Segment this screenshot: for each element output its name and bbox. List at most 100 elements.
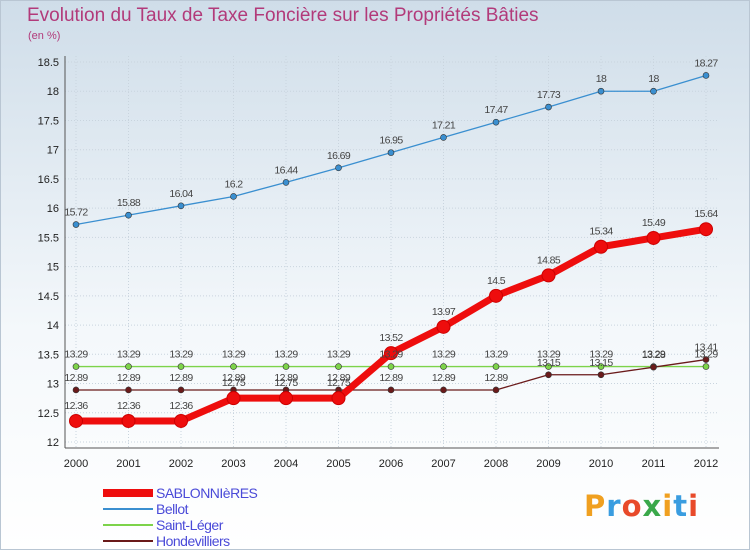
data-label-saint-l-ger: 13.29 [274, 349, 298, 361]
y-tick-label: 17.5 [38, 115, 59, 127]
data-label-hondevilliers: 12.89 [64, 372, 88, 384]
data-label-hondevilliers: 12.89 [484, 372, 508, 384]
data-point-bellot [440, 134, 447, 141]
data-label-sablonni-res: 13.97 [432, 306, 456, 318]
data-point-hondevilliers [387, 386, 395, 394]
legend-label-hondevilliers: Hondevilliers [156, 533, 230, 549]
data-point-hondevilliers [702, 356, 710, 363]
data-label-saint-l-ger: 13.29 [327, 349, 351, 361]
y-tick-label: 15 [47, 262, 59, 274]
data-point-sablonni-res [226, 391, 241, 406]
data-label-saint-l-ger: 13.29 [694, 349, 718, 361]
data-point-saint-l-ger [230, 363, 237, 370]
data-point-bellot [335, 164, 342, 172]
data-label-hondevilliers: 13.28 [642, 349, 666, 361]
data-point-hondevilliers [125, 386, 132, 394]
y-tick-label: 14.5 [38, 291, 59, 303]
data-point-saint-l-ger [545, 363, 552, 370]
data-point-sablonni-res [436, 319, 451, 334]
data-point-sablonni-res [594, 239, 608, 254]
x-tick-label: 2001 [116, 458, 140, 470]
data-label-saint-l-ger: 13.29 [222, 349, 246, 361]
data-label-hondevilliers: 13.15 [589, 357, 613, 369]
legend-swatch-hondevilliers [103, 540, 153, 542]
x-tick-label: 2009 [536, 458, 560, 470]
data-label-sablonni-res: 15.34 [589, 226, 613, 238]
data-label-saint-l-ger: 13.29 [117, 349, 141, 361]
data-point-saint-l-ger [125, 363, 132, 370]
data-point-saint-l-ger [440, 363, 447, 370]
data-point-saint-l-ger [387, 363, 395, 370]
x-tick-label: 2012 [694, 458, 718, 470]
grid-layer [65, 56, 719, 448]
data-label-hondevilliers: 12.89 [327, 372, 351, 384]
data-label-bellot: 17.73 [537, 89, 561, 101]
data-label-sablonni-res: 14.85 [537, 254, 561, 266]
data-label-sablonni-res: 12.75 [274, 377, 298, 389]
legend-swatch-bellot [103, 508, 153, 510]
data-point-saint-l-ger [282, 363, 290, 370]
data-point-bellot [72, 221, 80, 228]
data-point-hondevilliers [440, 386, 447, 394]
line-chart: 12 12.5 13 13.5 14 14.5 15 15.5 16 16.5 17 17.5 18 18… [38, 56, 719, 470]
legend-label-saint-l-ger: Saint-Léger [156, 517, 223, 533]
logo-letter: r [606, 489, 622, 523]
x-tick-label: 2006 [379, 458, 403, 470]
data-point-hondevilliers [597, 371, 605, 379]
data-label-sablonni-res: 15.49 [642, 217, 666, 229]
data-label-hondevilliers: 12.89 [379, 372, 403, 384]
data-label-bellot: 17.21 [432, 119, 456, 131]
data-label-sablonni-res: 14.5 [487, 275, 506, 287]
data-label-bellot: 18 [648, 73, 659, 85]
data-label-hondevilliers: 13.41 [694, 342, 718, 354]
proxiti-logo: Proxiti [584, 489, 699, 523]
data-point-saint-l-ger [702, 363, 710, 370]
data-label-bellot: 15.88 [117, 197, 141, 209]
data-point-bellot [125, 211, 132, 219]
data-label-hondevilliers: 12.89 [222, 372, 246, 384]
x-tick-label: 2004 [274, 458, 298, 470]
data-label-bellot: 18 [596, 73, 607, 85]
legend-label-sablonni-res: SABLONNIèRES [156, 485, 258, 501]
data-point-sablonni-res [384, 346, 398, 361]
y-tick-label: 14 [47, 320, 59, 332]
axes-layer: 12 12.5 13 13.5 14 14.5 15 15.5 16 16.5 17 17.5 18 18… [38, 56, 719, 470]
data-point-bellot [702, 72, 710, 79]
data-point-bellot [492, 118, 500, 126]
data-label-hondevilliers: 12.89 [169, 372, 193, 384]
data-point-sablonni-res [174, 413, 188, 428]
data-label-hondevilliers: 13.15 [537, 357, 561, 369]
data-point-sablonni-res [646, 230, 661, 245]
x-tick-label: 2003 [221, 458, 245, 470]
data-label-sablonni-res: 12.75 [327, 377, 351, 389]
data-point-sablonni-res [69, 413, 83, 428]
chart-title: Evolution du Taux de Taxe Foncière sur l… [27, 5, 539, 26]
data-label-saint-l-ger: 13.29 [537, 349, 561, 361]
data-point-hondevilliers [492, 386, 500, 394]
data-label-sablonni-res: 12.36 [117, 400, 141, 412]
data-labels-layer: 15.72 15.88 16.04 16.2 16.44 16.69 16.95 17.21 1… [64, 57, 719, 412]
data-label-sablonni-res: 12.36 [64, 400, 88, 412]
data-point-saint-l-ger [492, 363, 500, 370]
logo-letter: P [584, 489, 607, 523]
y-tick-label: 18.5 [38, 57, 59, 69]
data-label-saint-l-ger: 13.29 [379, 349, 403, 361]
legend-label-bellot: Bellot [156, 501, 189, 517]
y-tick-label: 18 [47, 86, 59, 98]
data-point-bellot [650, 87, 657, 95]
data-label-saint-l-ger: 13.29 [589, 349, 613, 361]
data-label-hondevilliers: 12.89 [432, 372, 456, 384]
x-tick-label: 2008 [484, 458, 508, 470]
y-tick-label: 16 [47, 203, 59, 215]
x-tick-label: 2002 [169, 458, 193, 470]
data-point-bellot [230, 193, 237, 200]
data-label-sablonni-res: 12.36 [169, 400, 193, 412]
data-label-bellot: 15.72 [64, 207, 88, 219]
y-tick-label: 15.5 [38, 232, 59, 244]
y-tick-label: 13.5 [38, 349, 59, 361]
data-point-sablonni-res [489, 288, 503, 303]
data-point-sablonni-res [541, 268, 556, 283]
data-point-saint-l-ger [177, 363, 185, 370]
data-label-bellot: 16.95 [379, 135, 403, 147]
y-tick-label: 13 [47, 379, 59, 391]
